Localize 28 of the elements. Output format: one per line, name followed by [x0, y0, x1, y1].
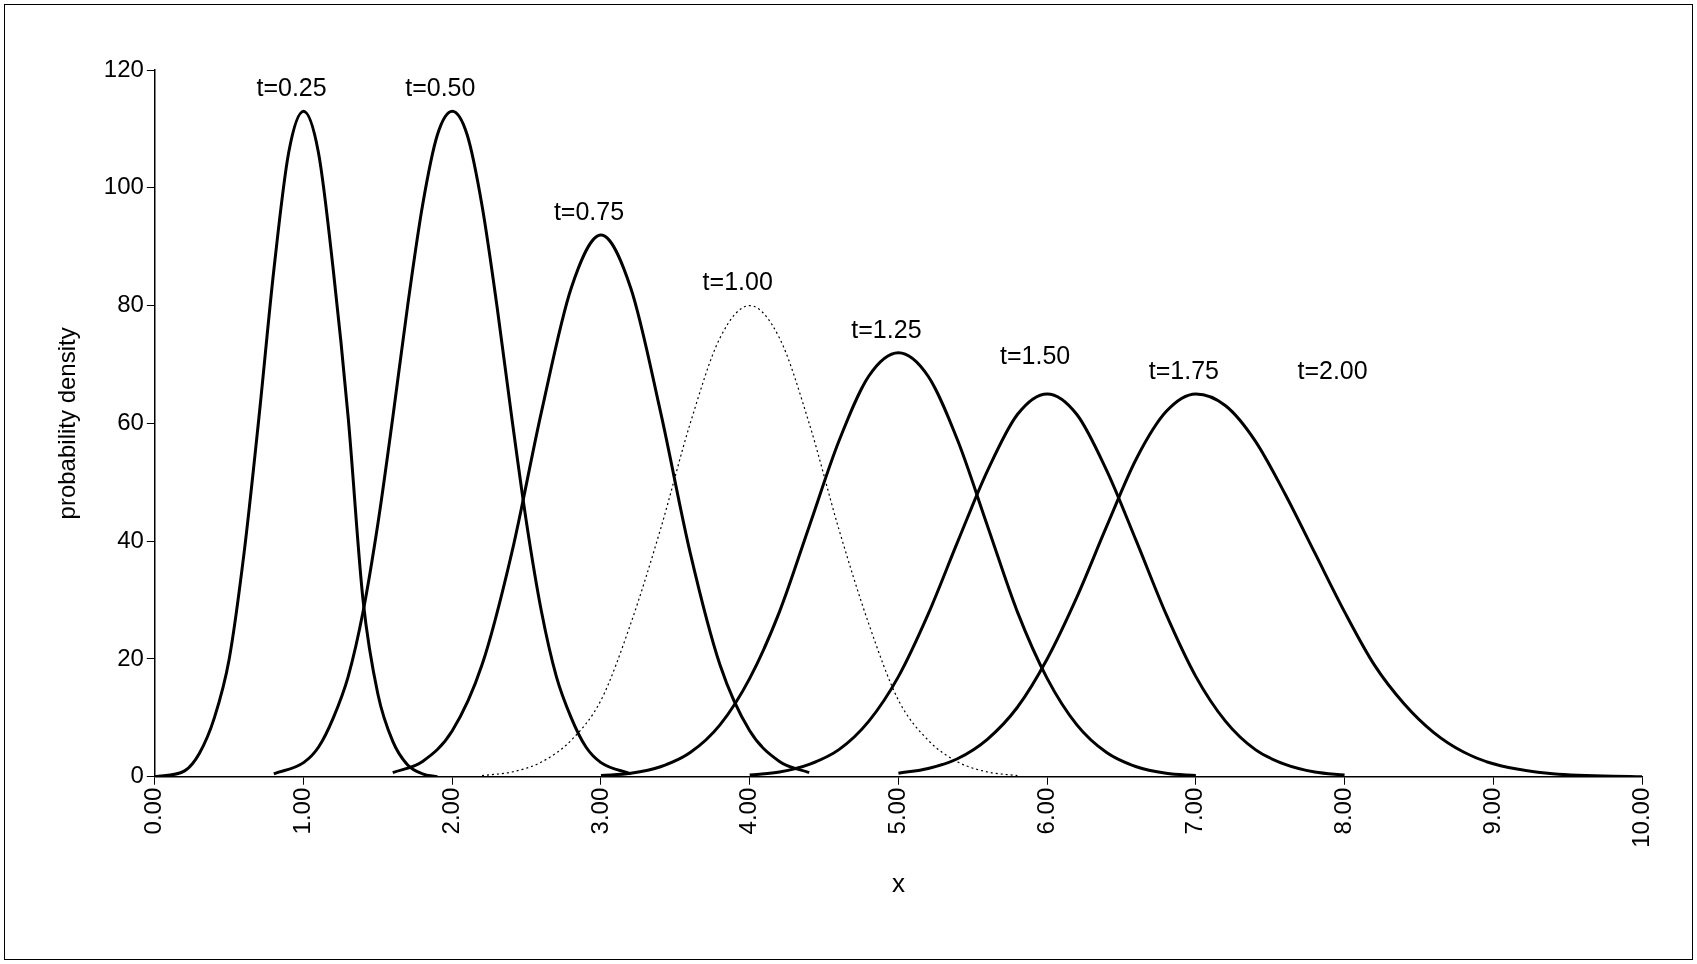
x-tick-label: 8.00	[1329, 787, 1357, 835]
x-tick-label: 4.00	[734, 787, 762, 835]
annotation: t=0.75	[553, 196, 625, 225]
annotation: t=0.50	[405, 73, 476, 102]
x-tick-label: 2.00	[436, 787, 464, 835]
annotation: t=1.25	[851, 314, 922, 343]
y-tick-label: 20	[117, 643, 144, 671]
x-tick-label: 6.00	[1031, 787, 1059, 835]
x-tick-label: 9.00	[1477, 787, 1505, 835]
y-tick-label: 80	[117, 290, 144, 318]
y-tick-label: 100	[103, 172, 144, 200]
x-axis-title: x	[891, 867, 905, 898]
x-tick-label: 10.00	[1626, 787, 1654, 848]
x-tick-label: 0.00	[139, 787, 167, 835]
x-tick-label: 3.00	[585, 787, 613, 835]
x-tick-label: 5.00	[883, 787, 911, 835]
annotation: t=2.00	[1297, 355, 1368, 384]
x-tick-label: 7.00	[1180, 787, 1208, 835]
y-tick-label: 40	[117, 525, 144, 553]
y-tick-label: 120	[103, 54, 144, 82]
y-axis-title: probability density	[53, 327, 81, 520]
annotation: t=0.25	[256, 73, 327, 102]
annotation: t=1.50	[1000, 340, 1071, 369]
annotation: t=1.75	[1148, 355, 1219, 384]
y-tick-label: 60	[117, 408, 144, 435]
y-tick-label: 0	[130, 761, 144, 789]
annotation: t=1.00	[702, 267, 773, 296]
x-tick-label: 1.00	[288, 787, 316, 835]
